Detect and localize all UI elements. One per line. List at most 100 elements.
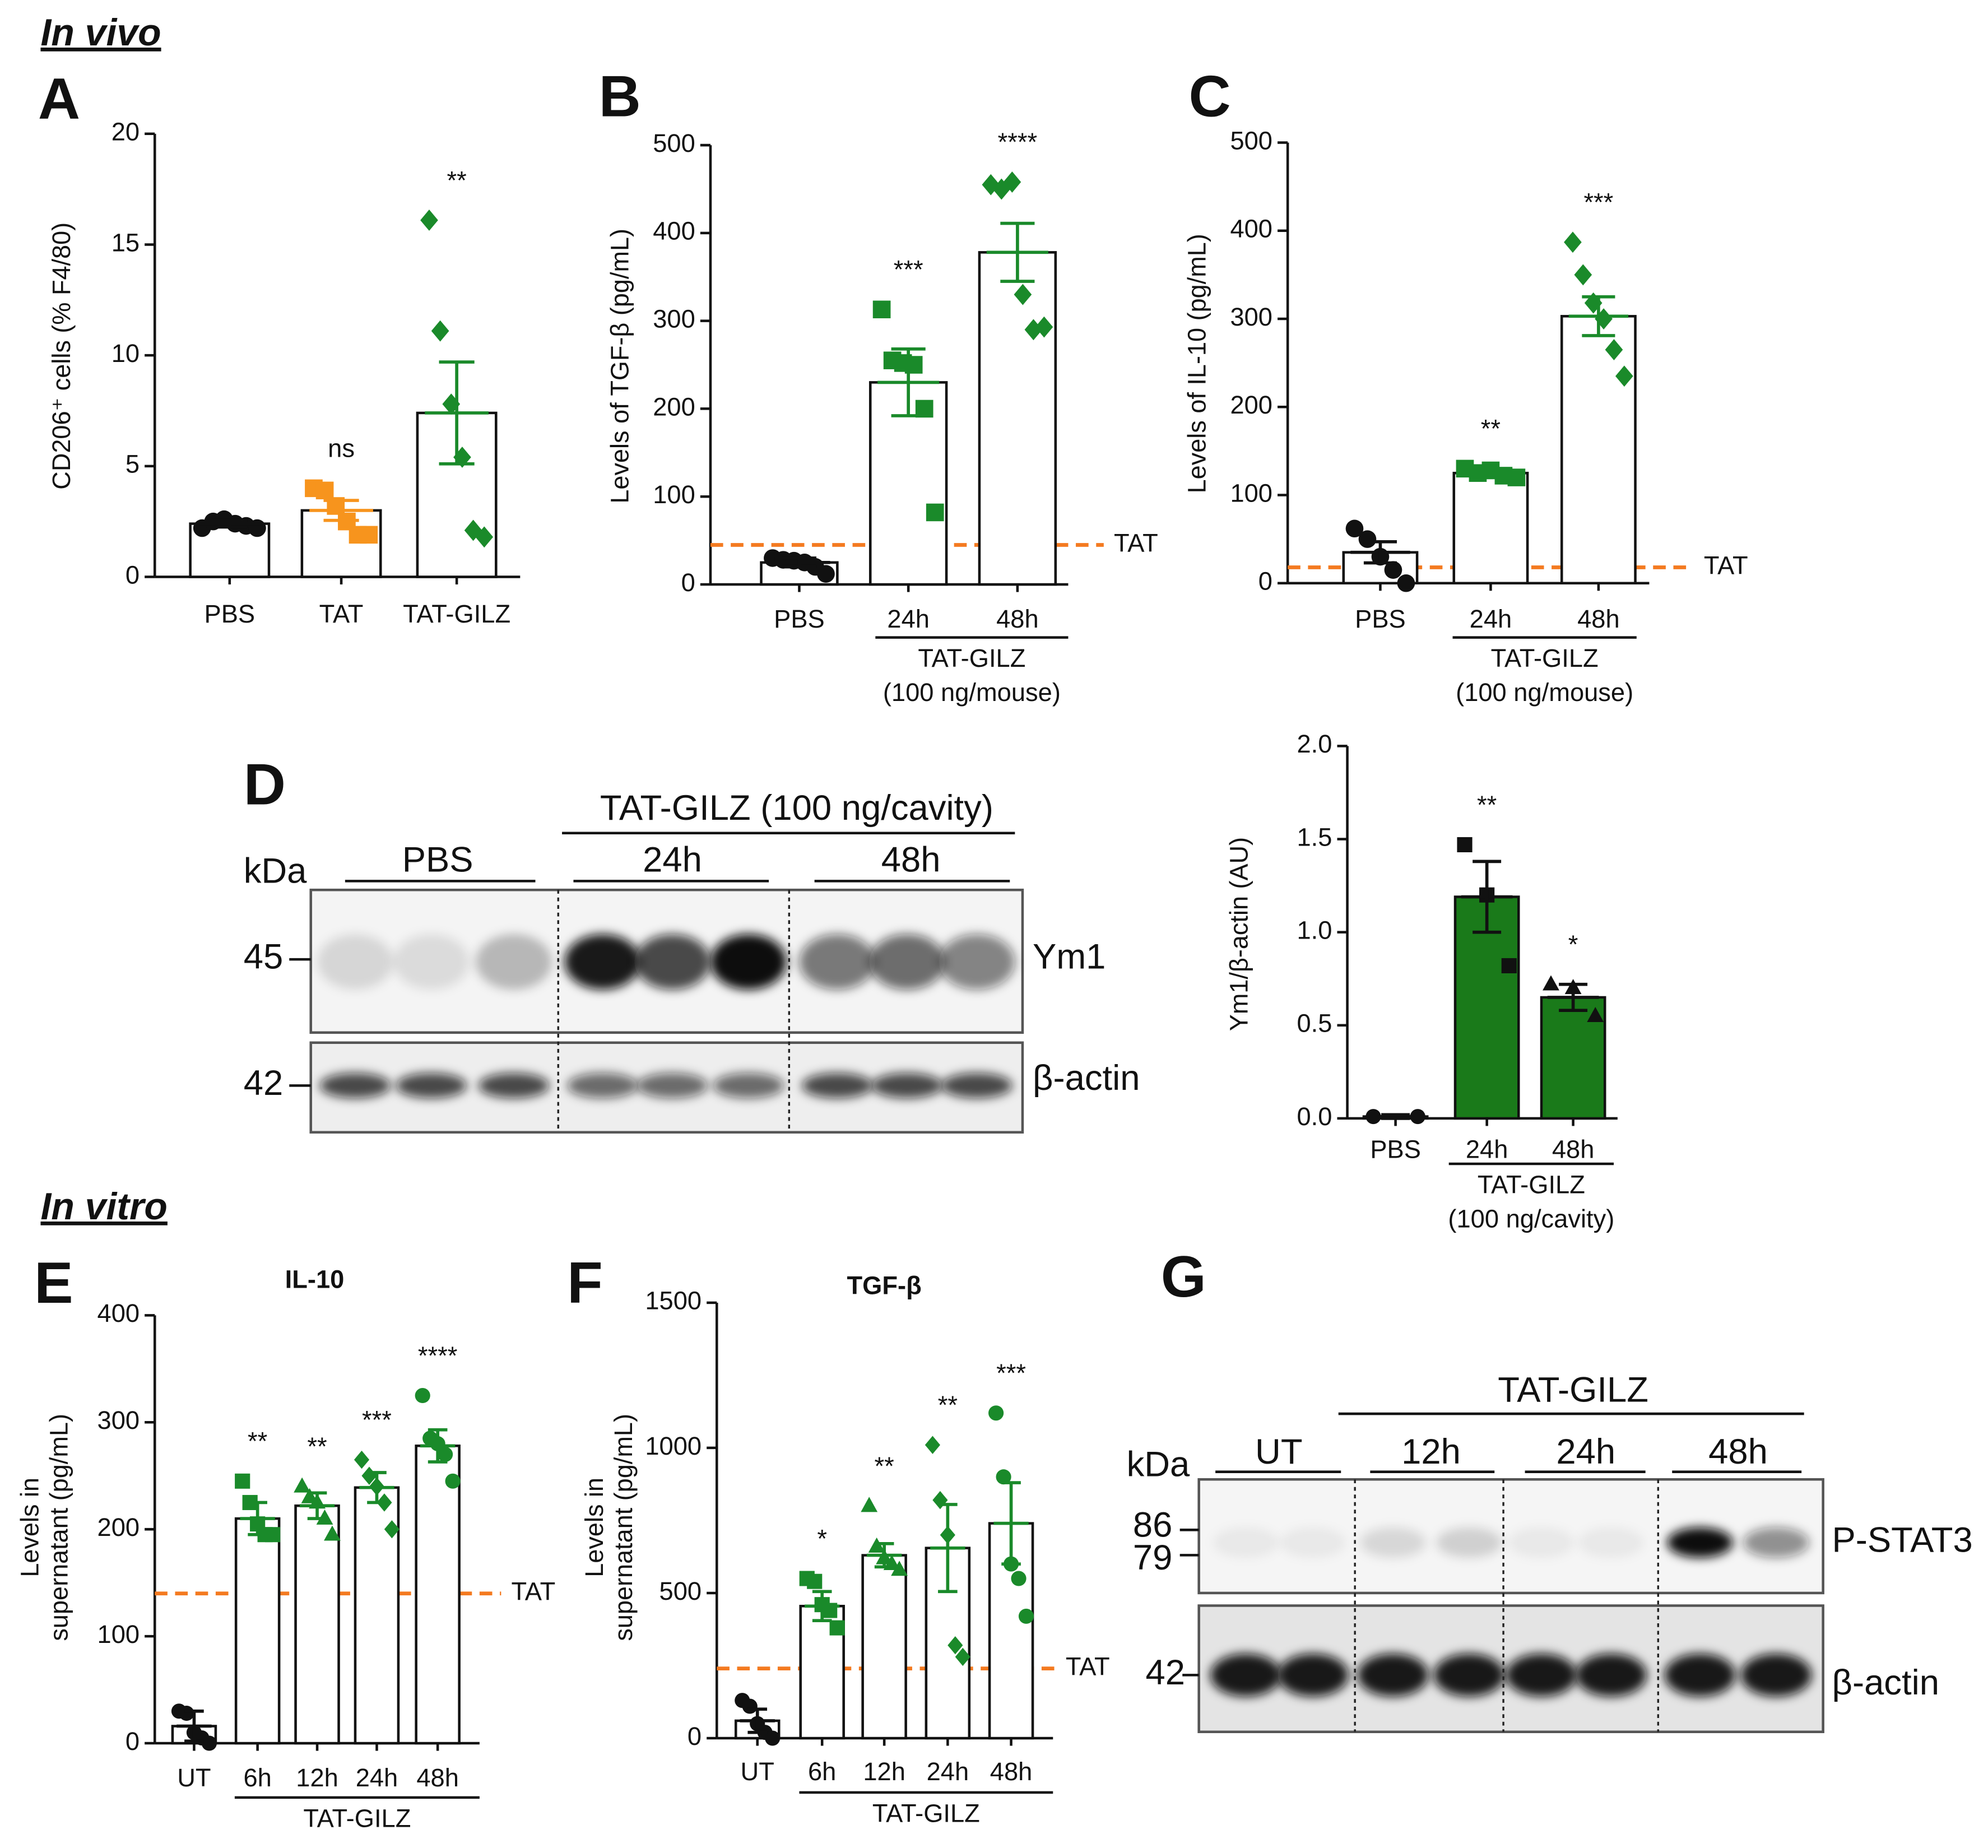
- protein-label: β-actin: [1033, 1058, 1140, 1098]
- kda-marker: 86: [1133, 1506, 1173, 1545]
- band: [1508, 1527, 1574, 1558]
- band: [1360, 1527, 1426, 1558]
- data-point: [1384, 561, 1402, 579]
- y-tick-label: 0: [126, 1727, 140, 1756]
- panel-letter: F: [567, 1251, 603, 1316]
- bands: [1210, 1527, 1812, 1697]
- significance-label: **: [875, 1452, 894, 1480]
- data-point: [932, 1491, 948, 1510]
- data-point: [1564, 231, 1582, 253]
- data-point: [1507, 468, 1526, 486]
- y-tick-label: 5: [126, 450, 140, 479]
- bar: [978, 251, 1057, 586]
- lane-group: 12h: [1401, 1432, 1461, 1471]
- data-point: [1457, 837, 1473, 852]
- band: [868, 934, 945, 990]
- error-bar: [1381, 1113, 1410, 1120]
- data-point: [1543, 975, 1559, 991]
- y-axis-label: CD206⁺ cells (% F4/80): [47, 222, 76, 490]
- error-bar: [1001, 1481, 1021, 1566]
- x-tick-label: 12h: [296, 1763, 338, 1792]
- error-bar: [1363, 540, 1397, 565]
- data-point: [179, 1706, 194, 1721]
- panel-letter: B: [599, 64, 641, 129]
- band: [799, 934, 876, 990]
- data-point: [315, 481, 334, 500]
- group-label: TAT-GILZ: [303, 1804, 411, 1832]
- data-point: [829, 1620, 845, 1636]
- y-axis-label: Levels of IL-10 (pg/mL): [1183, 234, 1211, 493]
- band: [1664, 1654, 1736, 1697]
- data-point: [438, 1447, 453, 1462]
- band: [317, 934, 393, 990]
- y-tick-label: 10: [112, 339, 140, 368]
- band: [1743, 1527, 1809, 1558]
- y-tick-label: 300: [97, 1406, 140, 1434]
- x-tick-label: UT: [741, 1757, 774, 1786]
- significance-label: ***: [996, 1359, 1026, 1387]
- data-point: [1345, 519, 1364, 538]
- error-bar: [439, 360, 475, 466]
- group-label: TAT-GILZ: [1478, 1171, 1585, 1199]
- y-tick-label: 300: [1230, 303, 1272, 331]
- band: [1576, 1654, 1647, 1697]
- data-point: [992, 178, 1011, 200]
- x-tick-label: 48h: [416, 1763, 459, 1792]
- x-tick-label: 24h: [1470, 605, 1512, 633]
- y-tick-label: 0.5: [1297, 1009, 1332, 1038]
- section-label: In vitro: [40, 1186, 167, 1228]
- data-point: [1011, 1571, 1026, 1586]
- group-label: (100 ng/cavity): [1448, 1204, 1614, 1233]
- x-tick-label: UT: [177, 1763, 211, 1792]
- band: [1278, 1654, 1349, 1697]
- error-bar: [782, 556, 817, 569]
- x-tick-label: 12h: [863, 1757, 905, 1786]
- error-bar: [812, 1590, 832, 1622]
- data-point: [1615, 365, 1633, 387]
- bar: [861, 1554, 907, 1740]
- band: [801, 1072, 873, 1098]
- lane-group: 48h: [881, 840, 941, 879]
- y-tick-label: 20: [112, 118, 140, 146]
- reference-label: TAT: [1704, 551, 1748, 579]
- data-point: [431, 320, 449, 342]
- x-tick-label: 6h: [808, 1757, 836, 1786]
- bar: [234, 1517, 281, 1745]
- error-bar: [367, 1471, 387, 1505]
- band: [871, 1072, 943, 1098]
- significance-label: *: [817, 1524, 827, 1553]
- group-label: (100 ng/mouse): [883, 678, 1061, 707]
- reference-label: TAT: [1114, 528, 1158, 557]
- kda-label: kDa: [244, 852, 308, 891]
- x-tick-label: 24h: [1466, 1135, 1508, 1163]
- group-label: TAT-GILZ: [872, 1799, 980, 1827]
- error-bar: [1582, 295, 1615, 337]
- kda-marker: 79: [1133, 1538, 1173, 1577]
- band: [710, 934, 787, 990]
- error-bar: [1000, 221, 1035, 283]
- band: [1578, 1527, 1645, 1558]
- band: [637, 1072, 708, 1098]
- lane-group: 48h: [1708, 1432, 1768, 1471]
- lane-group: PBS: [402, 840, 473, 879]
- data-point: [1501, 958, 1517, 973]
- significance-label: *: [1568, 930, 1578, 959]
- blot-d: D TAT-GILZ (100 ng/cavity) PBS 24h 48h k…: [244, 753, 1140, 1134]
- data-point: [1018, 1608, 1034, 1624]
- error-bar: [323, 499, 359, 522]
- data-point: [807, 1573, 823, 1589]
- panel-letter: G: [1161, 1245, 1206, 1310]
- bands: [317, 934, 1015, 1098]
- y-tick-label: 0: [681, 568, 695, 597]
- error-bar: [307, 1491, 327, 1520]
- y-axis-label: supernatant (pg/mL): [609, 1414, 638, 1641]
- significance-label: ***: [1583, 188, 1613, 217]
- x-tick-label: PBS: [1370, 1135, 1421, 1163]
- y-axis-label: Levels in: [580, 1478, 609, 1577]
- band: [1213, 1527, 1279, 1558]
- y-tick-label: 100: [653, 480, 695, 509]
- band: [941, 1072, 1012, 1098]
- error-bar: [184, 1709, 204, 1743]
- x-tick-label: 24h: [887, 605, 930, 633]
